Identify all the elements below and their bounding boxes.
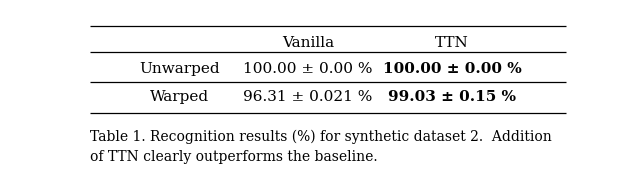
Text: 99.03 ± 0.15 %: 99.03 ± 0.15 % <box>388 90 516 104</box>
Text: Warped: Warped <box>150 90 209 104</box>
Text: TTN: TTN <box>435 36 469 50</box>
Text: Table 1. Recognition results (%) for synthetic dataset 2.  Addition: Table 1. Recognition results (%) for syn… <box>90 130 552 144</box>
Text: 100.00 ± 0.00 %: 100.00 ± 0.00 % <box>383 62 522 76</box>
Text: 100.00 ± 0.00 %: 100.00 ± 0.00 % <box>243 62 373 76</box>
Text: of TTN clearly outperforms the baseline.: of TTN clearly outperforms the baseline. <box>90 150 378 164</box>
Text: 96.31 ± 0.021 %: 96.31 ± 0.021 % <box>243 90 373 104</box>
Text: Vanilla: Vanilla <box>282 36 334 50</box>
Text: Unwarped: Unwarped <box>139 62 220 76</box>
